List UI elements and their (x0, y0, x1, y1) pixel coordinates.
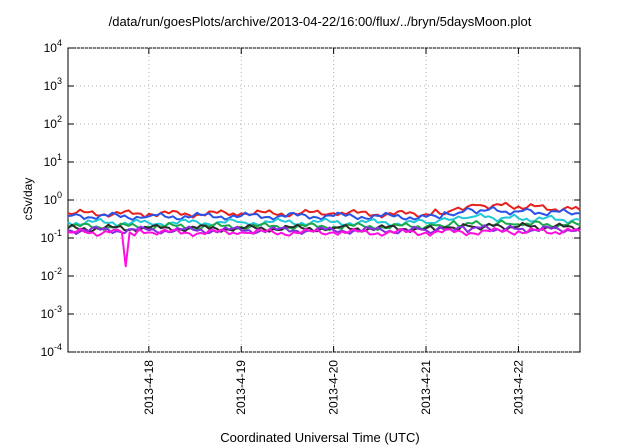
x-tick-label: 2013-4-19 (234, 360, 248, 415)
series-line-1 (67, 201, 581, 219)
series-line-3 (67, 212, 581, 228)
y-tick-label: 10-3 (41, 304, 62, 321)
y-tick-label: 10-2 (41, 266, 62, 283)
x-tick-label: 2013-4-22 (511, 360, 525, 415)
y-tick-label: 104 (44, 38, 62, 55)
series-line-6 (67, 224, 581, 235)
y-tick-label: 100 (44, 190, 62, 207)
x-tick-label: 2013-4-20 (327, 360, 341, 415)
y-axis-label: cSv/day (21, 177, 35, 221)
series-line-7 (67, 227, 581, 268)
series-line-2 (67, 205, 580, 221)
y-tick-label: 10-4 (41, 342, 62, 359)
x-axis-label: Coordinated Universal Time (UTC) (220, 430, 420, 445)
y-tick-label: 10-1 (41, 228, 62, 245)
y-tick-label: 101 (44, 152, 62, 169)
series-line-5 (67, 221, 581, 234)
chart-title: /data/run/goesPlots/archive/2013-04-22/1… (108, 14, 532, 29)
x-tick-label: 2013-4-18 (142, 360, 156, 415)
x-tick-label: 2013-4-21 (419, 360, 433, 415)
y-tick-label: 102 (44, 114, 62, 131)
y-tick-label: 103 (44, 76, 62, 93)
